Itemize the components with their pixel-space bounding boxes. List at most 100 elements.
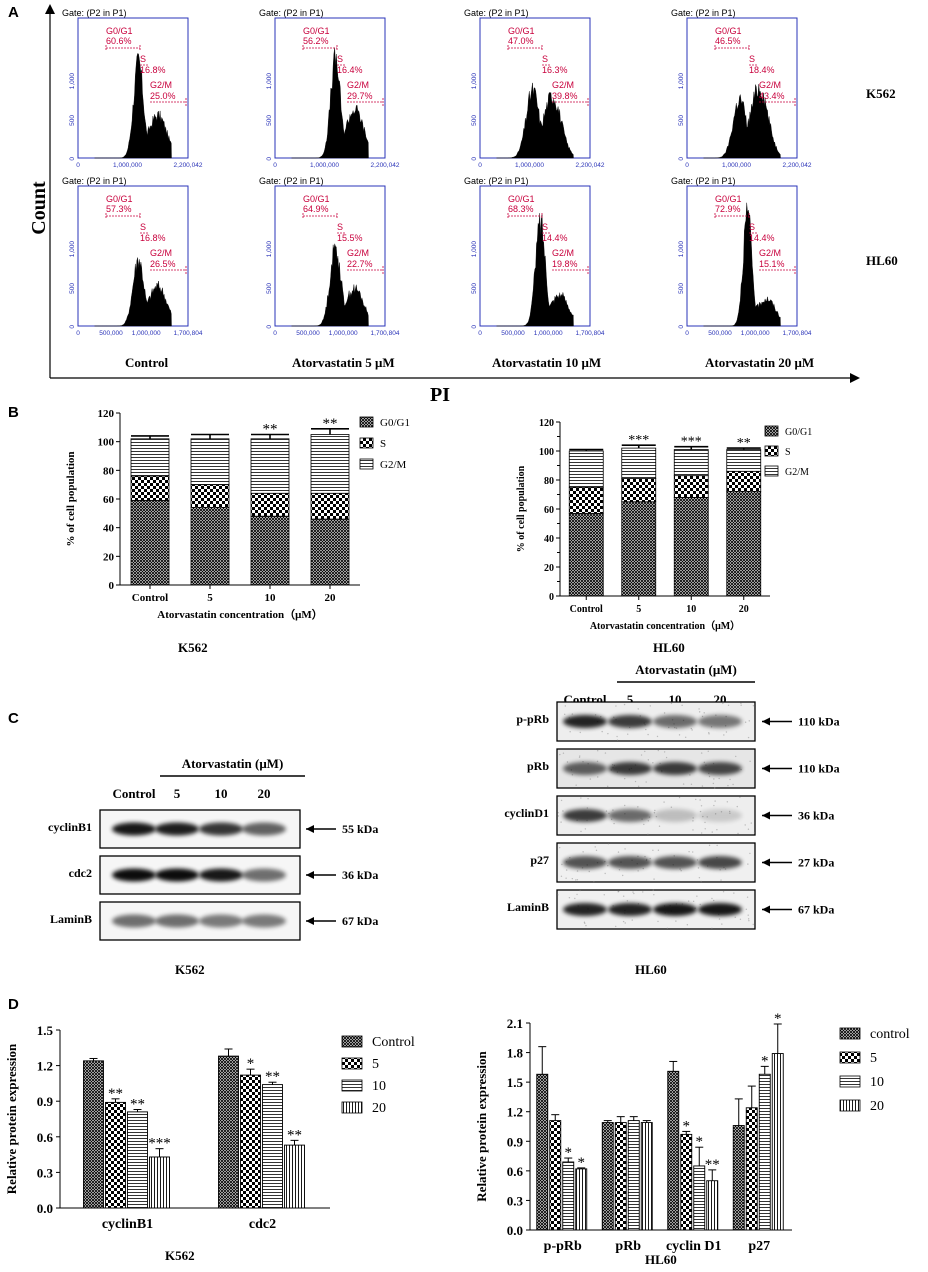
- blot-noise: [582, 851, 584, 853]
- blot-noise: [749, 760, 751, 762]
- blot-noise: [571, 774, 574, 776]
- x-tick-label: 500,000: [501, 330, 525, 337]
- blot-noise: [617, 890, 619, 893]
- bar-G2/M-20: [310, 434, 350, 494]
- blot-noise: [690, 727, 693, 730]
- y-tick-label: 20: [103, 551, 115, 563]
- legend-label-G0/G1: G0/G1: [380, 417, 410, 429]
- y-tick-label: 500: [69, 115, 76, 126]
- blot-noise: [670, 702, 673, 705]
- blot-noise: [686, 924, 689, 926]
- blot-noise: [720, 879, 722, 881]
- chart-b-k562: 0 20 40 60 80 100 120 % of cell population Contr…: [65, 408, 410, 621]
- blot-noise: [571, 713, 574, 715]
- gate-g0g1-bar: [302, 45, 338, 51]
- y-tick-label: 60: [103, 494, 115, 506]
- y-tick-label: 0: [678, 157, 685, 161]
- histogram-area: [94, 53, 172, 159]
- c-k562-caption: K562: [175, 962, 205, 977]
- blot-noise: [564, 713, 566, 716]
- significance-mark: **: [705, 1157, 720, 1173]
- c-hl60-caption: HL60: [635, 962, 667, 977]
- gate-g0g1-name: G0/G1: [303, 26, 330, 36]
- bar-G2/M-10: [250, 438, 290, 494]
- legend-swatch-Control: [341, 1035, 363, 1048]
- bar-S-5: [621, 478, 657, 503]
- gate-g0g1-pct: 60.6%: [106, 36, 132, 46]
- significance-mark: *: [696, 1134, 704, 1150]
- gate-g2m-bar: [552, 266, 589, 274]
- gate-g0g1-bar: [714, 45, 750, 51]
- blot-noise: [601, 730, 603, 733]
- blot-noise: [691, 729, 693, 731]
- pi-axis-label: PI: [430, 384, 450, 406]
- gate-g2m-name: G2/M: [347, 248, 369, 258]
- y-tick-label: 0: [471, 157, 478, 161]
- blot-noise: [562, 810, 564, 812]
- band-size: 36 kDa: [342, 868, 378, 882]
- gate-g2m-bar: [347, 266, 384, 274]
- histogram-area: [496, 213, 574, 327]
- blot-noise: [584, 828, 587, 830]
- gate-g0g1-bar: [507, 45, 543, 51]
- blot-noise: [735, 755, 737, 758]
- gate-g2m-pct: 39.8%: [552, 91, 578, 101]
- x-axis-title: Atorvastatin concentration（μM）: [590, 619, 740, 632]
- blot-noise: [656, 735, 659, 738]
- lane-label: 5: [174, 786, 181, 801]
- band: [698, 809, 742, 822]
- bar-5-cyclin D1: [680, 1133, 693, 1231]
- y-tick-label: 1,000: [678, 73, 685, 90]
- gate-g2m-name: G2/M: [552, 80, 574, 90]
- blot-noise: [701, 785, 704, 787]
- blot-noise: [559, 846, 561, 849]
- blot-noise: [560, 875, 563, 878]
- gate-g0g1-bar: [507, 213, 543, 219]
- gate-label: Gate: (P2 in P1): [464, 176, 529, 186]
- blot-noise: [727, 704, 730, 706]
- blot-noise: [652, 762, 654, 764]
- gate-label: Gate: (P2 in P1): [259, 176, 324, 186]
- lane-label: 5: [627, 692, 634, 707]
- significance-mark: *: [578, 1155, 586, 1171]
- blot-noise: [714, 800, 716, 802]
- y-tick-label: 1.8: [507, 1046, 524, 1061]
- gate-g0g1-pct: 46.5%: [715, 36, 741, 46]
- blot-noise: [587, 797, 589, 800]
- legend-label-5: 5: [870, 1051, 877, 1066]
- blot-noise: [744, 824, 746, 826]
- blot-noise: [687, 900, 690, 902]
- col-label-20: Atorvastatin 20 μM: [705, 355, 815, 370]
- blot-noise: [708, 844, 711, 847]
- y-tick-label: 500: [471, 115, 478, 126]
- blot-noise: [663, 712, 666, 714]
- blot-noise: [711, 897, 713, 900]
- y-axis-title: % of cell population: [65, 451, 77, 546]
- blot-noise: [564, 705, 567, 707]
- blot-noise: [670, 806, 673, 808]
- blot-noise: [752, 923, 754, 926]
- bar-G0/G1-Control: [130, 500, 170, 586]
- d-hl60-caption: HL60: [645, 1252, 677, 1267]
- band: [653, 715, 697, 728]
- blot-noise: [684, 736, 687, 738]
- panel-c-western-blots: Atorvastatin (μM) Control 5 10 20 cyclinB1 55 …: [48, 662, 840, 941]
- gate-s-name: S: [542, 222, 548, 232]
- y-tick-label: 40: [103, 523, 115, 535]
- gate-g2m-pct: 22.7%: [347, 259, 373, 269]
- y-tick-label: 1,000: [266, 73, 273, 90]
- bar-10-cdc2: [262, 1084, 283, 1209]
- gate-g2m-bar: [347, 98, 384, 106]
- x-tick-label: cyclin D1: [666, 1239, 722, 1254]
- blot-noise: [559, 753, 561, 756]
- x-tick-label: 1,700,804: [174, 330, 203, 337]
- bar-10-pRb: [627, 1120, 640, 1231]
- legend-label-S: S: [785, 447, 791, 458]
- gate-label: Gate: (P2 in P1): [259, 8, 324, 18]
- b-k562-caption: K562: [178, 640, 208, 655]
- blot-noise: [645, 728, 647, 731]
- band: [653, 809, 697, 822]
- x-tick-label: 20: [739, 604, 749, 615]
- bar-G2/M-Control: [568, 450, 604, 488]
- bar-G0/G1-20: [726, 491, 762, 597]
